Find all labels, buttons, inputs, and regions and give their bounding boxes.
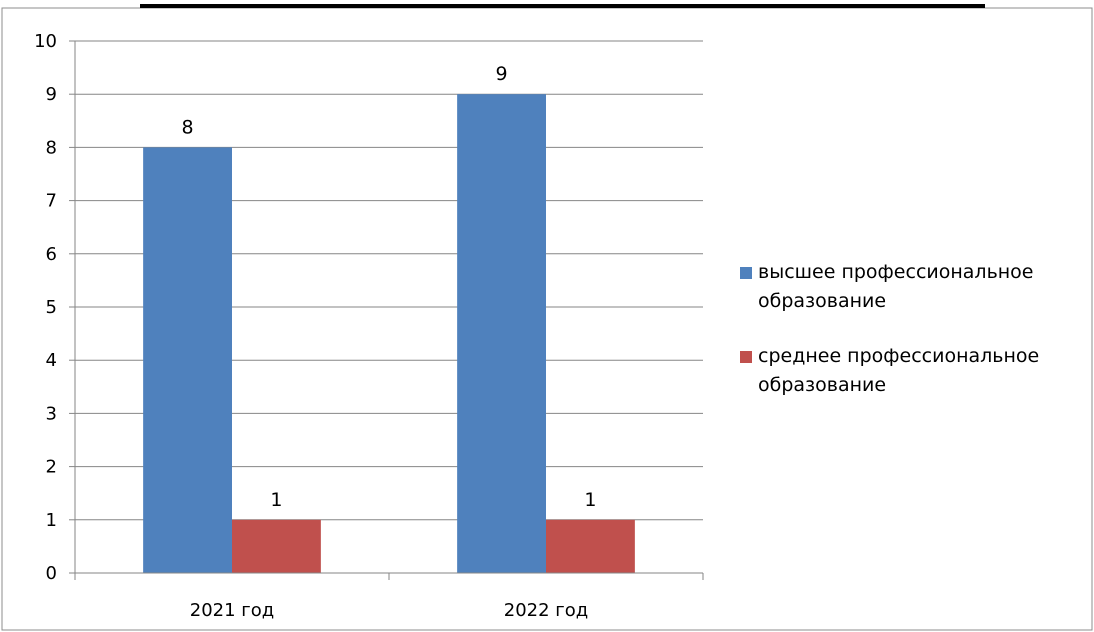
data-label: 8 <box>182 116 194 138</box>
data-label: 1 <box>584 489 596 511</box>
bar <box>546 520 635 573</box>
y-tick-label: 2 <box>46 457 57 478</box>
x-tick-label: 2022 год <box>504 600 588 621</box>
bar <box>457 94 546 573</box>
y-tick-label: 0 <box>46 563 57 584</box>
bar <box>232 520 321 573</box>
data-label: 9 <box>496 63 508 85</box>
legend: высшее профессиональное образование сред… <box>740 258 1090 426</box>
y-tick-label: 8 <box>46 137 57 158</box>
y-tick-label: 4 <box>46 350 57 371</box>
y-tick-label: 9 <box>46 84 57 105</box>
y-tick-label: 6 <box>46 244 57 265</box>
y-tick-label: 1 <box>46 510 57 531</box>
legend-item-secondary-education: среднее профессиональное образование <box>740 342 1090 400</box>
bars <box>143 94 635 573</box>
x-tick-label: 2021 год <box>190 600 274 621</box>
legend-label: среднее профессиональное образование <box>758 342 1078 400</box>
legend-item-higher-education: высшее профессиональное образование <box>740 258 1090 316</box>
legend-swatch <box>740 267 752 279</box>
y-tick-label: 7 <box>46 191 57 212</box>
y-tick-label: 3 <box>46 403 57 424</box>
y-axis-ticks: 0 1 2 3 4 5 6 7 8 9 10 <box>34 31 75 584</box>
y-tick-label: 10 <box>34 31 57 52</box>
data-label: 1 <box>270 489 282 511</box>
legend-label: высшее профессиональное образование <box>758 258 1078 316</box>
legend-swatch <box>740 351 752 363</box>
y-tick-label: 5 <box>46 297 57 318</box>
bar <box>143 147 232 573</box>
